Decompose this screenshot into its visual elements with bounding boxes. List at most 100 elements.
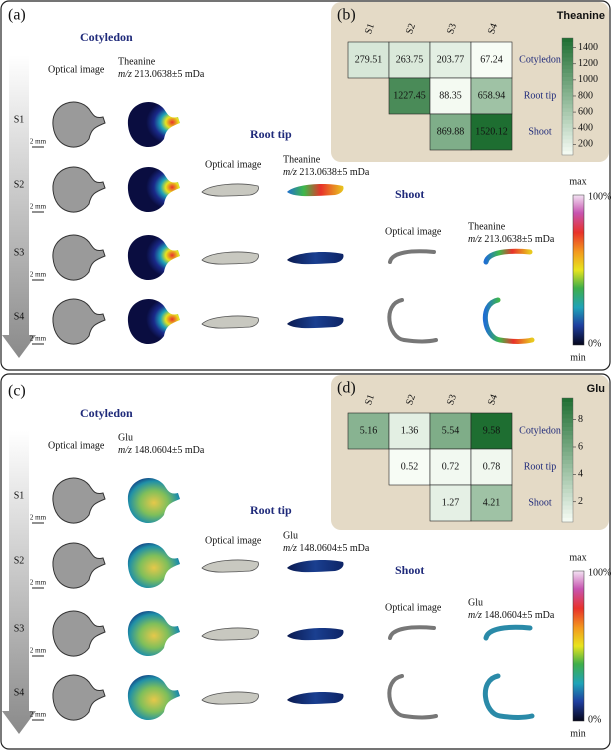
scale-bar-label: 2 mm: [30, 711, 47, 719]
cell-value: 869.88: [437, 126, 465, 137]
colorbar-step: [562, 100, 573, 105]
colorbar-step: [562, 517, 573, 523]
colorbar-step: [562, 69, 573, 74]
row-label: Cotyledon: [519, 54, 561, 65]
cell-value: 1.36: [401, 425, 419, 436]
msi-image: [127, 611, 180, 657]
colorbar-step: [562, 49, 573, 54]
colorbar-step: [562, 119, 573, 125]
mz-value: 213.0638±5 mDa: [484, 234, 554, 245]
colorbar-step: [562, 57, 573, 62]
colorbar-step: [562, 480, 573, 486]
section-title: Cotyledon: [80, 30, 133, 44]
colorbar-frame: [561, 37, 574, 156]
row-label: Root tip: [524, 90, 557, 101]
scale-bar-label: 2 mm: [30, 203, 47, 211]
mz-value: 213.0638±5 mDa: [299, 167, 369, 178]
colorbar-step: [562, 143, 573, 148]
mz-symbol: m/z: [283, 167, 297, 178]
stage-label: S3: [14, 247, 25, 258]
optical-image: [201, 251, 259, 265]
colorbar-step: [562, 439, 573, 444]
heatmap-title: Glu: [587, 383, 605, 395]
colorbar-step: [562, 472, 573, 477]
colorbar-step: [562, 38, 573, 43]
analyte-label: Glu: [468, 597, 483, 608]
mz-value: 148.0604±5 mDa: [134, 445, 204, 456]
msi-image: [127, 478, 180, 524]
colorbar-step: [562, 497, 573, 502]
analyte-label: Glu: [118, 432, 133, 443]
msi-image: [287, 184, 344, 197]
analyte-label: Theanine: [468, 221, 506, 232]
section-title: Root tip: [250, 127, 292, 141]
msi-image: [287, 628, 344, 641]
colorbar-step: [562, 476, 573, 481]
cell-value: 1227.45: [393, 90, 426, 101]
colorbar-step: [562, 431, 573, 436]
stage-label: S1: [14, 490, 25, 501]
scale-top-percent: 100%: [588, 191, 611, 202]
optical-label: Optical image: [205, 159, 262, 170]
colorbar-step: [562, 108, 573, 113]
section-title: Shoot: [395, 187, 424, 201]
msi-image: [287, 252, 344, 265]
mz-symbol: m/z: [118, 445, 132, 456]
optical-image: [201, 183, 259, 197]
column-label: S2: [404, 393, 418, 407]
cell-value: 658.94: [478, 90, 506, 101]
heatmap-cell: [429, 484, 472, 522]
scale-bar-label: 2 mm: [30, 579, 47, 587]
optical-label: Optical image: [385, 602, 442, 613]
colorbar-step: [562, 61, 573, 66]
optical-image: [52, 674, 106, 721]
colorbar-step: [562, 501, 573, 506]
intensity-colorbar: [572, 570, 585, 722]
column-label: S3: [445, 393, 459, 407]
colorbar-step: [562, 410, 573, 415]
cell-value: 1.27: [442, 497, 460, 508]
colorbar-step: [562, 464, 573, 469]
scale-min: min: [570, 352, 586, 363]
scale-top-percent: 100%: [588, 567, 611, 578]
colorbar-step: [562, 123, 573, 128]
stage-label: S4: [14, 311, 25, 322]
optical-label: Optical image: [48, 64, 105, 75]
colorbar-step: [562, 468, 573, 473]
colorbar-step: [562, 402, 573, 407]
colorbar-step: [562, 80, 573, 86]
section-title: Shoot: [395, 563, 424, 577]
colorbar-step: [562, 116, 573, 121]
optical-label: Optical image: [385, 226, 442, 237]
colorbar-step: [562, 45, 573, 50]
scale-bar-label: 2 mm: [30, 514, 47, 522]
heatmap-cell: [388, 448, 431, 486]
mz-label: m/z 213.0638±5 mDa: [468, 234, 555, 245]
heatmap-cell: [470, 412, 513, 450]
msi-image: [127, 543, 180, 589]
scale-bar-label: 2 mm: [30, 647, 47, 655]
msi-image: [482, 297, 535, 344]
colorbar-frame: [561, 397, 574, 523]
heatmap-cell: [429, 412, 472, 450]
section-title: Root tip: [250, 503, 292, 517]
msi-image: [127, 235, 180, 281]
scale-bottom-percent: 0%: [588, 338, 601, 349]
cell-value: 279.51: [355, 54, 383, 65]
colorbar-step: [562, 147, 573, 152]
stage-label: S4: [14, 687, 25, 698]
msi-image: [483, 624, 533, 641]
colorbar-tick-label: 1400: [578, 42, 598, 53]
optical-image: [201, 627, 259, 641]
colorbar-step: [562, 53, 573, 58]
cell-value: 5.16: [360, 425, 378, 436]
column-label: S4: [486, 393, 500, 407]
cell-value: 263.75: [396, 54, 424, 65]
optical-label: Optical image: [205, 535, 262, 546]
column-label: S3: [445, 22, 459, 36]
optical-image: [52, 542, 106, 589]
analyte-label: Theanine: [118, 56, 156, 67]
colorbar-step: [562, 422, 573, 428]
panel-label: (d): [337, 380, 356, 397]
